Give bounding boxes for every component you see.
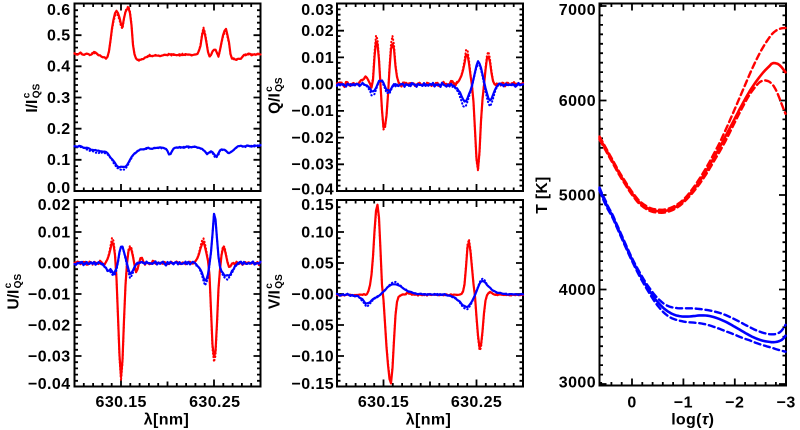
svg-text:−1: −1 xyxy=(674,395,693,412)
svg-text:c: c xyxy=(22,92,33,98)
svg-text:−0.02: −0.02 xyxy=(292,130,334,147)
svg-text:−0.01: −0.01 xyxy=(292,103,334,120)
svg-text:0.00: 0.00 xyxy=(301,77,334,94)
svg-text:0.03: 0.03 xyxy=(301,2,334,19)
svg-text:0.10: 0.10 xyxy=(301,224,334,241)
svg-text:3000: 3000 xyxy=(559,374,596,391)
svg-text:−0.05: −0.05 xyxy=(292,317,334,334)
svg-text:5000: 5000 xyxy=(559,187,596,204)
svg-text:4000: 4000 xyxy=(559,282,596,299)
svg-text:0.01: 0.01 xyxy=(38,224,71,241)
svg-text:−0.15: −0.15 xyxy=(292,376,334,393)
svg-text:QS: QS xyxy=(274,77,285,92)
svg-text:0.05: 0.05 xyxy=(301,255,334,272)
svg-text:−0.04: −0.04 xyxy=(292,181,334,198)
svg-text:−0.03: −0.03 xyxy=(28,348,70,365)
svg-text:−0.00: −0.00 xyxy=(292,286,334,303)
svg-text:0: 0 xyxy=(627,395,636,412)
svg-text:c: c xyxy=(264,283,275,289)
svg-text:0.15: 0.15 xyxy=(301,197,334,214)
svg-text:0.4: 0.4 xyxy=(47,59,70,76)
svg-text:0.01: 0.01 xyxy=(301,50,334,67)
svg-text:0.0: 0.0 xyxy=(47,180,70,197)
svg-text:630.15: 630.15 xyxy=(96,394,147,411)
svg-text:log(τ): log(τ) xyxy=(671,412,714,429)
svg-text:QS: QS xyxy=(274,274,285,289)
svg-text:−0.04: −0.04 xyxy=(28,376,70,393)
svg-text:−3: −3 xyxy=(777,395,796,412)
svg-text:630.25: 630.25 xyxy=(189,394,240,411)
svg-text:U/I: U/I xyxy=(6,290,23,310)
svg-text:630.15: 630.15 xyxy=(358,394,409,411)
svg-text:0.1: 0.1 xyxy=(47,152,70,169)
svg-text:QS: QS xyxy=(13,274,24,289)
svg-text:0.00: 0.00 xyxy=(38,255,71,272)
svg-text:−0.10: −0.10 xyxy=(292,348,334,365)
svg-text:V/I: V/I xyxy=(267,290,284,309)
svg-text:c: c xyxy=(3,282,14,288)
svg-text:0.2: 0.2 xyxy=(47,121,70,138)
svg-text:630.25: 630.25 xyxy=(451,394,502,411)
svg-text:−0.01: −0.01 xyxy=(28,286,70,303)
svg-text:I/I: I/I xyxy=(24,100,41,113)
svg-text:Q/I: Q/I xyxy=(267,93,284,114)
svg-text:0.02: 0.02 xyxy=(301,23,334,40)
svg-text:0.3: 0.3 xyxy=(47,90,70,107)
svg-text:λ[nm]: λ[nm] xyxy=(406,412,452,429)
svg-text:−2: −2 xyxy=(725,395,744,412)
svg-text:0.02: 0.02 xyxy=(38,197,71,214)
svg-text:0.5: 0.5 xyxy=(47,28,70,45)
svg-text:−0.02: −0.02 xyxy=(28,317,70,334)
svg-text:6000: 6000 xyxy=(559,93,596,110)
svg-text:λ[nm]: λ[nm] xyxy=(144,412,190,429)
svg-text:QS: QS xyxy=(32,83,43,98)
svg-text:c: c xyxy=(264,86,275,92)
svg-text:7000: 7000 xyxy=(559,2,596,19)
svg-text:T [K]: T [K] xyxy=(534,176,551,213)
svg-text:−0.03: −0.03 xyxy=(292,157,334,174)
svg-text:0.6: 0.6 xyxy=(47,2,70,19)
